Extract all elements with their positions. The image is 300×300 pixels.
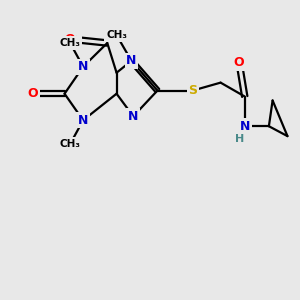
Text: O: O (28, 87, 38, 100)
Text: H: H (235, 134, 244, 144)
Text: O: O (234, 56, 244, 69)
Text: N: N (128, 110, 139, 123)
Text: S: S (188, 84, 197, 97)
Text: CH₃: CH₃ (60, 139, 81, 149)
Text: O: O (64, 32, 75, 46)
Text: N: N (126, 54, 136, 67)
Text: N: N (78, 60, 88, 73)
Text: N: N (78, 114, 88, 127)
Text: CH₃: CH₃ (106, 30, 127, 40)
Text: CH₃: CH₃ (60, 38, 81, 48)
Text: N: N (240, 120, 250, 133)
